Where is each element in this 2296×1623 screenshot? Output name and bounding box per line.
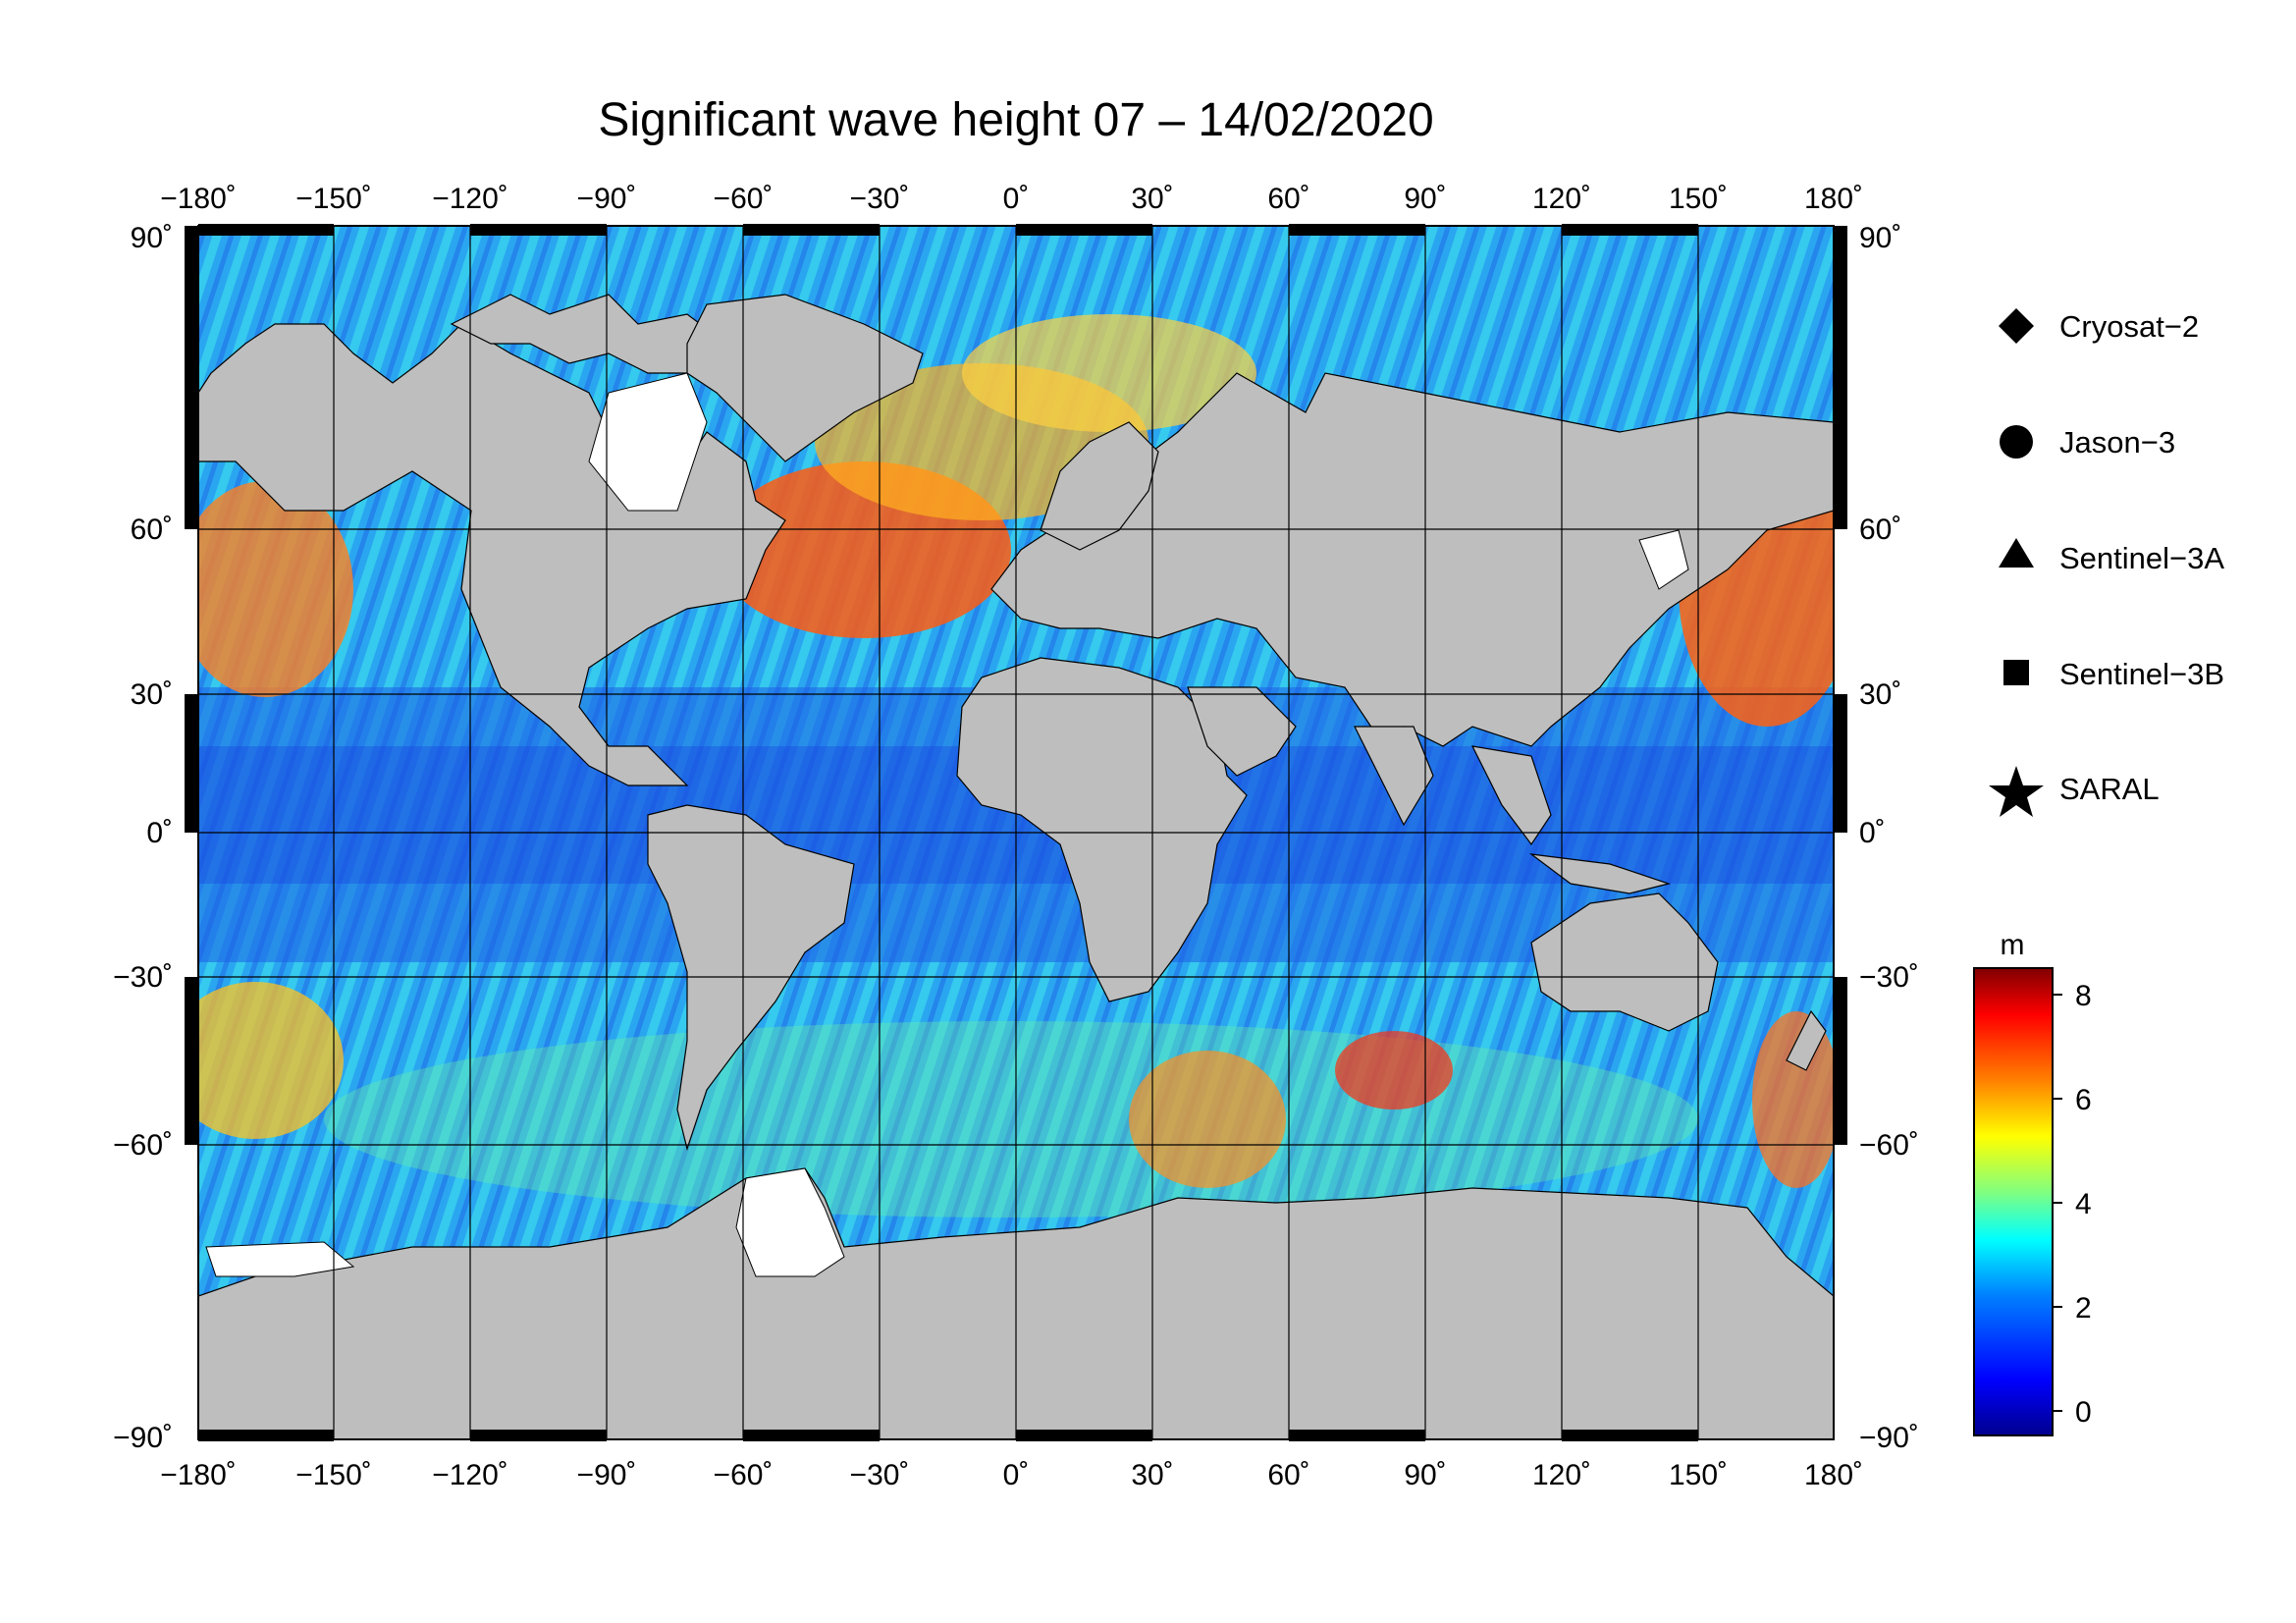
lat-tick-label: −90˚ [1859, 1422, 1919, 1454]
lon-tick-label: −150˚ [295, 183, 372, 215]
lat-tick-label: −60˚ [1859, 1129, 1919, 1162]
lon-tick-label: 30˚ [1131, 183, 1173, 215]
southern-indian-waves [1129, 1051, 1286, 1188]
lon-tick-label: 0˚ [1003, 1459, 1030, 1491]
diamond-icon [1999, 308, 2034, 344]
south-pacific-waves [198, 982, 344, 1139]
lon-tick-label: 90˚ [1404, 1459, 1446, 1491]
lon-tick-label: 60˚ [1267, 183, 1309, 215]
colorbar-tick-label: 6 [2075, 1084, 2092, 1116]
tasman-waves [1752, 1011, 1834, 1188]
greenland [686, 294, 924, 462]
lat-tick-label: 0˚ [1859, 817, 1886, 849]
lon-tick-label: 60˚ [1267, 1459, 1309, 1491]
lon-tick-label: −180˚ [160, 183, 237, 215]
star-icon [1989, 766, 2044, 817]
lat-tick-label: 90˚ [131, 222, 173, 254]
lon-tick-label: 120˚ [1532, 1459, 1591, 1491]
lon-tick-label: −120˚ [432, 1459, 508, 1491]
lon-tick-label: 120˚ [1532, 183, 1591, 215]
colorbar: m 8 6 4 2 0 [1973, 929, 2092, 1436]
colorbar-tick-label: 8 [2075, 980, 2092, 1012]
lon-tick-label: −180˚ [160, 1459, 237, 1491]
triangle-icon [1999, 538, 2034, 568]
colorbar-tick-label: 0 [2075, 1396, 2092, 1429]
africa [956, 657, 1248, 1002]
colorbar-unit: m [2001, 929, 2025, 961]
frame-checker [185, 224, 1847, 1441]
lat-tick-label: 30˚ [1859, 678, 1901, 711]
lon-tick-label: −30˚ [850, 1459, 910, 1491]
lat-tick-label: −30˚ [113, 961, 173, 994]
weddell-ice [735, 1167, 845, 1277]
graticule [198, 226, 1834, 1439]
lat-tick-label: 60˚ [1859, 514, 1901, 546]
lat-tick-label: −60˚ [113, 1129, 173, 1162]
ross-ice [205, 1241, 355, 1277]
lat-ticks-left: 90˚ 60˚ 30˚ 0˚ −30˚ −60˚ −90˚ [113, 222, 173, 1454]
australia [1530, 893, 1719, 1032]
lat-tick-label: −30˚ [1859, 961, 1919, 994]
lat-tick-label: 60˚ [131, 514, 173, 546]
lon-tick-label: 90˚ [1404, 183, 1446, 215]
lat-tick-label: 30˚ [131, 678, 173, 711]
legend-label-sentinel3b: Sentinel−3B [2059, 657, 2224, 691]
scandinavia [1040, 421, 1159, 551]
colorbar-tick-label: 4 [2075, 1188, 2092, 1220]
lon-tick-label: −150˚ [295, 1459, 372, 1491]
north-pacific-west-waves [198, 481, 353, 697]
norwegian-sea-waves [962, 314, 1256, 432]
lon-tick-label: 150˚ [1669, 1459, 1728, 1491]
lon-tick-label: 150˚ [1669, 183, 1728, 215]
legend-label-saral: SARAL [2059, 772, 2160, 806]
legend: Cryosat−2 Jason−3 Sentinel−3A Sentinel−3… [1989, 308, 2224, 817]
colorbar-gradient [1973, 967, 2054, 1436]
lon-tick-label: −30˚ [850, 183, 910, 215]
okhotsk-ice [1638, 529, 1689, 590]
colorbar-tick-label: 2 [2075, 1292, 2092, 1325]
lon-tick-label: −60˚ [714, 183, 774, 215]
north-america [198, 323, 786, 786]
lon-tick-label: 180˚ [1804, 183, 1863, 215]
lon-tick-label: −90˚ [577, 183, 637, 215]
map-area [198, 226, 1834, 1439]
hudson-bay-ice [588, 372, 708, 512]
lat-tick-label: 0˚ [146, 817, 173, 849]
lon-tick-label: 180˚ [1804, 1459, 1863, 1491]
southeast-asia [1470, 745, 1552, 846]
legend-label-jason: Jason−3 [2059, 425, 2175, 460]
indonesia [1528, 853, 1672, 894]
chart-title: Significant wave height 07 – 14/02/2020 [598, 94, 1433, 146]
southern-ocean-band [324, 1021, 1698, 1217]
new-zealand [1786, 1009, 1827, 1071]
lat-tick-label: 90˚ [1859, 222, 1901, 254]
arabian-peninsula [1187, 686, 1297, 777]
legend-label-cryosat: Cryosat−2 [2059, 309, 2199, 344]
south-indian-waves-2 [1335, 1031, 1453, 1109]
lon-tick-label: −60˚ [714, 1459, 774, 1491]
circle-icon [2000, 425, 2033, 459]
lat-tick-label: −90˚ [113, 1422, 173, 1454]
indian-subcontinent [1354, 726, 1434, 827]
square-icon [2003, 660, 2029, 685]
lat-ticks-right: 90˚ 60˚ 30˚ 0˚ −30˚ −60˚ −90˚ [1859, 222, 1919, 1454]
lon-ticks-bottom: −180˚ −150˚ −120˚ −90˚ −60˚ −30˚ 0˚ 30˚ … [160, 1459, 1863, 1491]
lon-tick-label: −120˚ [432, 183, 508, 215]
lon-ticks-top: −180˚ −150˚ −120˚ −90˚ −60˚ −30˚ 0˚ 30˚ … [160, 183, 1863, 215]
lon-tick-label: 30˚ [1131, 1459, 1173, 1491]
lon-tick-label: −90˚ [577, 1459, 637, 1491]
legend-label-sentinel3a: Sentinel−3A [2059, 541, 2224, 575]
lon-tick-label: 0˚ [1003, 183, 1030, 215]
